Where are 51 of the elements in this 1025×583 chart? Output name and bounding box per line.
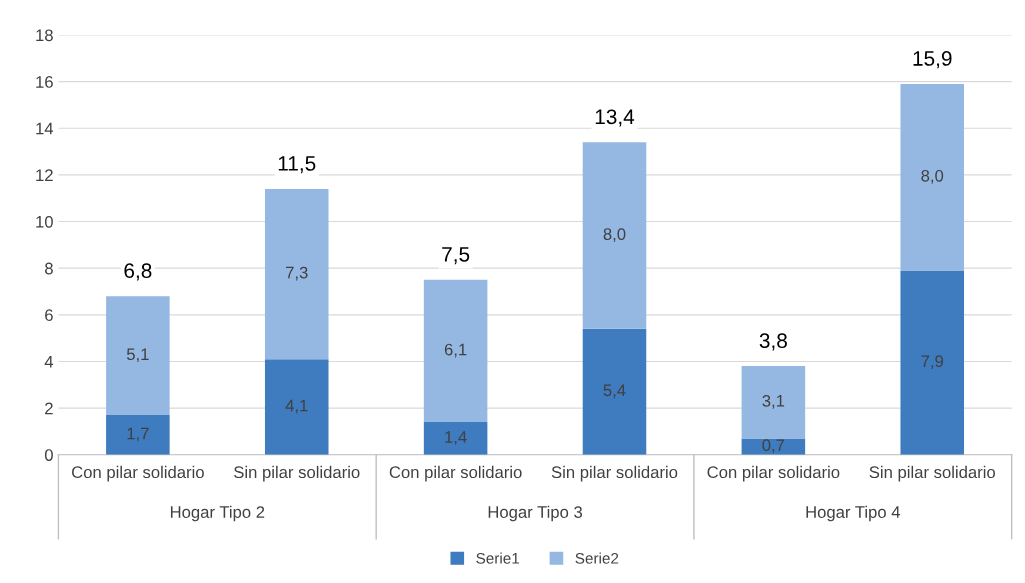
data-label: 5,1	[126, 348, 149, 363]
legend-label: Serie2	[575, 552, 619, 564]
bar	[741, 366, 806, 439]
x-tick-label: Sin pilar solidario	[551, 465, 678, 482]
bar	[423, 422, 488, 455]
data-label: 3,1	[762, 394, 785, 409]
data-label: 7,3	[286, 266, 308, 281]
total-label: 13,4	[595, 109, 635, 127]
x-tick-label: Con pilar solidario	[707, 465, 840, 482]
data-label: 1,7	[127, 427, 149, 442]
bar	[900, 270, 965, 455]
y-tick-label: 2	[45, 402, 53, 415]
total-label: 6,8	[124, 263, 152, 281]
total-label: 3,8	[759, 333, 787, 351]
total-label: 7,5	[442, 247, 470, 265]
legend-label: Serie1	[476, 552, 520, 564]
bar	[900, 83, 965, 271]
y-tick-label: 6	[45, 309, 53, 322]
data-label: 1,4	[445, 431, 467, 445]
y-tick-label: 16	[36, 76, 53, 88]
data-label: 8,0	[603, 228, 626, 242]
bar	[106, 296, 170, 416]
y-tick-label: 4	[44, 356, 54, 368]
text: Hogar Tipo 3	[488, 505, 583, 522]
bar	[423, 279, 488, 423]
x-tick-label: Con pilar solidario	[72, 465, 204, 482]
total-label: 15,9	[913, 51, 952, 69]
bar	[264, 359, 329, 455]
bar	[264, 188, 329, 360]
data-label: 7,9	[921, 355, 944, 370]
x-tick-label: Sin pilar solidario	[869, 465, 995, 482]
y-tick-label: 18	[36, 29, 53, 42]
data-label: 5,4	[603, 384, 626, 399]
y-tick-label: 8	[45, 262, 53, 275]
data-label: 4,1	[285, 399, 308, 414]
y-tick-label: 0	[44, 449, 53, 461]
data-label: 8,0	[921, 169, 944, 184]
bar	[741, 438, 806, 455]
bar	[106, 415, 170, 455]
text: Hogar Tipo 2	[170, 505, 265, 522]
data-label: 6,1	[444, 343, 467, 358]
data-label: 0,7	[762, 439, 785, 454]
bar	[582, 142, 647, 329]
y-tick-label: 14	[36, 122, 54, 135]
text: Hogar Tipo 4	[806, 505, 901, 522]
y-tick-label: 10	[36, 215, 53, 228]
x-tick-label: Con pilar solidario	[389, 465, 522, 482]
total-label: 11,5	[278, 156, 316, 174]
bar	[582, 328, 647, 455]
y-tick-label: 12	[36, 169, 53, 181]
x-tick-label: Sin pilar solidario	[234, 465, 360, 482]
